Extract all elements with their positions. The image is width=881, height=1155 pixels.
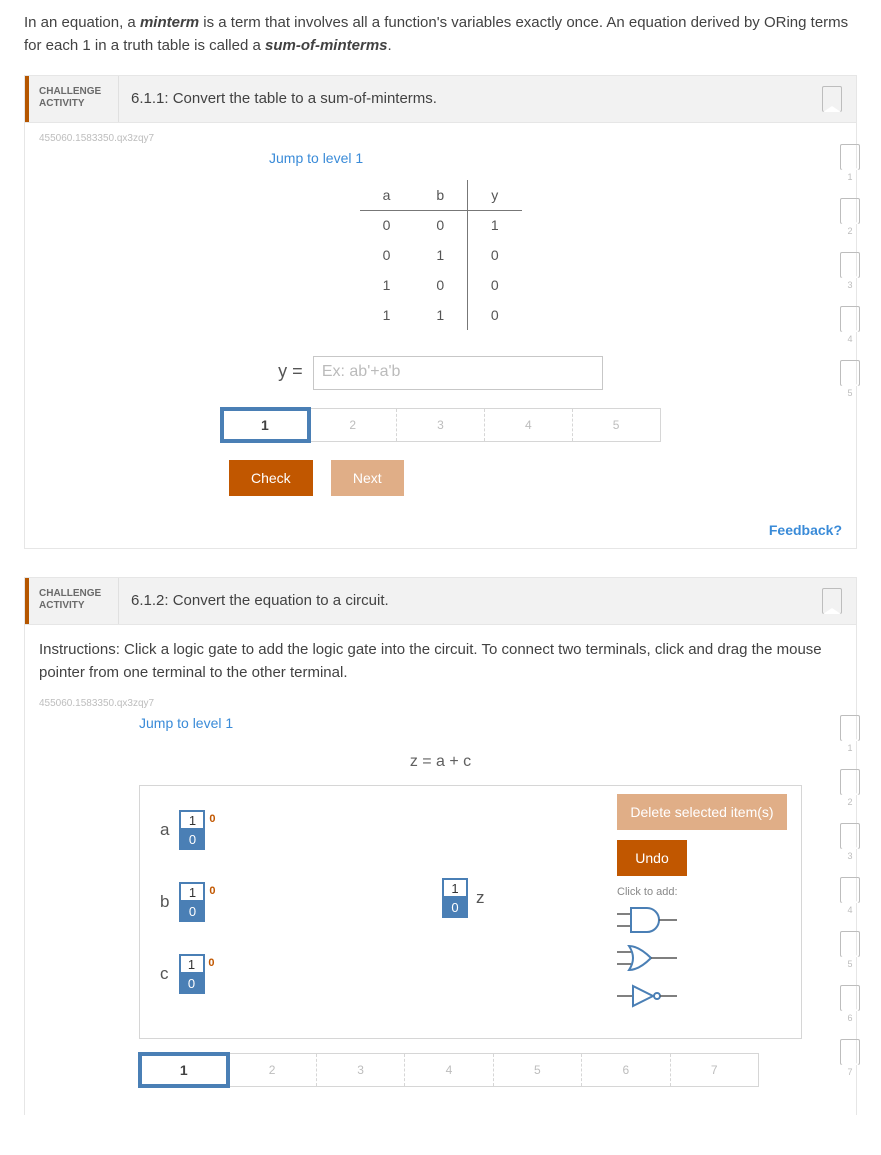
or-gate-icon[interactable] xyxy=(617,942,787,974)
side-progress-markers: 1 2 3 4 5 6 7 xyxy=(840,715,860,1093)
step-cell[interactable]: 5 xyxy=(494,1054,582,1086)
step-cell[interactable]: 3 xyxy=(397,409,485,441)
challenge-badge: CHALLENGE ACTIVITY xyxy=(25,76,119,122)
feedback-link[interactable]: Feedback? xyxy=(25,516,856,548)
input-label: a xyxy=(160,820,169,840)
progress-marker[interactable]: 3 xyxy=(840,823,860,861)
step-cell[interactable]: 2 xyxy=(228,1054,316,1086)
equation-input[interactable]: Ex: ab'+a'b xyxy=(313,356,603,390)
challenge-header: CHALLENGE ACTIVITY 6.1.1: Convert the ta… xyxy=(25,76,856,123)
equation-row: y = Ex: ab'+a'b xyxy=(39,356,842,390)
table-row: 100 xyxy=(360,270,522,300)
step-cell[interactable]: 7 xyxy=(671,1054,758,1086)
equation-prefix: y = xyxy=(278,361,303,381)
step-cell[interactable]: 1 xyxy=(140,1054,228,1086)
challenge-line2: ACTIVITY xyxy=(39,600,85,611)
progress-marker[interactable]: 5 xyxy=(840,360,860,398)
table-header: a xyxy=(360,180,414,210)
progress-marker[interactable]: 7 xyxy=(840,1039,860,1077)
step-cell[interactable]: 6 xyxy=(582,1054,670,1086)
step-cell[interactable]: 5 xyxy=(573,409,660,441)
circuit-input[interactable]: b100 xyxy=(160,882,205,922)
step-cell[interactable]: 4 xyxy=(485,409,573,441)
bookmark-icon[interactable] xyxy=(822,588,842,614)
progress-marker[interactable]: 2 xyxy=(840,198,860,236)
progress-marker[interactable]: 5 xyxy=(840,931,860,969)
challenge-line1: CHALLENGE xyxy=(39,86,101,97)
activity-1: CHALLENGE ACTIVITY 6.1.1: Convert the ta… xyxy=(24,75,857,549)
step-cell[interactable]: 3 xyxy=(317,1054,405,1086)
progress-marker[interactable]: 1 xyxy=(840,144,860,182)
jump-to-level-link[interactable]: Jump to level 1 xyxy=(39,709,842,745)
check-button[interactable]: Check xyxy=(229,460,313,496)
progress-marker[interactable]: 1 xyxy=(840,715,860,753)
input-label: b xyxy=(160,892,169,912)
output-label: z xyxy=(476,888,485,908)
circuit-equation: z = a + c xyxy=(39,753,842,771)
challenge-badge: CHALLENGE ACTIVITY xyxy=(25,578,119,624)
click-to-add-label: Click to add: xyxy=(617,886,787,898)
challenge-header: CHALLENGE ACTIVITY 6.1.2: Convert the eq… xyxy=(25,578,856,625)
circuit-canvas[interactable]: a100 b100 c100 1 0 z Delete selected item(… xyxy=(139,785,802,1039)
challenge-line1: CHALLENGE xyxy=(39,588,101,599)
table-header: b xyxy=(414,180,468,210)
step-cell[interactable]: 4 xyxy=(405,1054,493,1086)
circuit-input[interactable]: c100 xyxy=(160,954,205,994)
output-top-value: 1 xyxy=(442,878,468,898)
challenge-line2: ACTIVITY xyxy=(39,98,85,109)
progress-marker[interactable]: 4 xyxy=(840,877,860,915)
circuit-input[interactable]: a100 xyxy=(160,810,205,850)
side-progress-markers: 1 2 3 4 5 xyxy=(840,144,860,414)
activity-2-title: 6.1.2: Convert the equation to a circuit… xyxy=(119,578,808,624)
truth-table: aby 001010100110 xyxy=(360,180,522,330)
activity-1-hash: 455060.1583350.qx3zqy7 xyxy=(25,123,856,144)
bookmark-icon[interactable] xyxy=(822,86,842,112)
step-bar: 12345 xyxy=(221,408,661,442)
table-row: 110 xyxy=(360,300,522,330)
delete-selected-button[interactable]: Delete selected item(s) xyxy=(617,794,787,830)
progress-marker[interactable]: 4 xyxy=(840,306,860,344)
not-gate-icon[interactable] xyxy=(617,980,787,1012)
intro-text: In an equation, a minterm is a term that… xyxy=(24,12,857,57)
table-row: 001 xyxy=(360,210,522,240)
progress-marker[interactable]: 2 xyxy=(840,769,860,807)
input-label: c xyxy=(160,964,169,984)
and-gate-icon[interactable] xyxy=(617,904,787,936)
table-header: y xyxy=(468,180,522,210)
activity-2-hash: 455060.1583350.qx3zqy7 xyxy=(25,688,856,709)
progress-marker[interactable]: 3 xyxy=(840,252,860,290)
step-cell[interactable]: 1 xyxy=(222,409,310,441)
jump-to-level-link[interactable]: Jump to level 1 xyxy=(39,144,842,180)
step-cell[interactable]: 2 xyxy=(309,409,397,441)
circuit-output[interactable]: 1 0 z xyxy=(442,878,485,918)
table-row: 010 xyxy=(360,240,522,270)
step-bar: 1234567 xyxy=(139,1053,759,1087)
activity-2: CHALLENGE ACTIVITY 6.1.2: Convert the eq… xyxy=(24,577,857,1115)
next-button[interactable]: Next xyxy=(331,460,404,496)
output-bottom-value: 0 xyxy=(442,898,468,918)
activity-2-instructions: Instructions: Click a logic gate to add … xyxy=(25,625,856,688)
activity-1-title: 6.1.1: Convert the table to a sum-of-min… xyxy=(119,76,808,122)
undo-button[interactable]: Undo xyxy=(617,840,687,876)
progress-marker[interactable]: 6 xyxy=(840,985,860,1023)
